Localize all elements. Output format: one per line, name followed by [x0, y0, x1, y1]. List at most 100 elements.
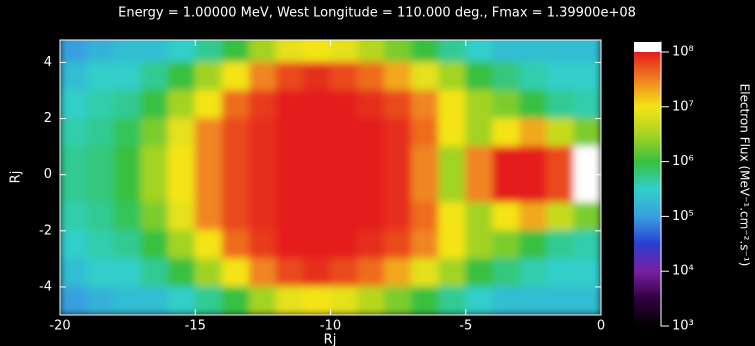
heatmap-cell — [221, 118, 250, 148]
heatmap-cell — [384, 118, 413, 148]
heatmap-cell — [113, 230, 142, 260]
heatmap-cell — [546, 90, 575, 120]
heatmap-cell — [248, 40, 277, 63]
heatmap-cell — [573, 202, 601, 232]
heatmap-cell — [573, 118, 601, 148]
heatmap-cell — [86, 230, 115, 260]
heatmap-cell — [221, 90, 250, 120]
heatmap-cell — [384, 40, 413, 63]
heatmap-cell — [546, 40, 575, 63]
heatmap-cell — [492, 286, 521, 315]
heatmap-cell — [194, 174, 223, 204]
heatmap-cell — [167, 61, 196, 92]
heatmap-cell — [384, 258, 413, 288]
heatmap-cell — [438, 118, 467, 148]
heatmap-cell — [384, 202, 413, 232]
heatmap-cell — [411, 40, 440, 63]
heatmap-cell — [113, 90, 142, 120]
colorbar-tick-label: 10⁶ — [672, 154, 694, 169]
heatmap-cell — [248, 230, 277, 260]
x-tick-label: -20 — [49, 319, 70, 334]
heatmap — [60, 40, 601, 315]
heatmap-cell — [465, 118, 494, 148]
heatmap-cell — [357, 286, 386, 315]
heatmap-cell — [492, 40, 521, 63]
heatmap-cell — [275, 90, 304, 120]
heatmap-cell — [140, 40, 169, 63]
heatmap-cell — [546, 286, 575, 315]
heatmap-cell — [492, 146, 521, 176]
heatmap-cell — [384, 286, 413, 315]
heatmap-cell — [384, 174, 413, 204]
heatmap-cell — [275, 40, 304, 63]
heatmap-cell — [275, 61, 304, 92]
heatmap-cell — [546, 202, 575, 232]
heatmap-cell — [113, 146, 142, 176]
heatmap-cell — [384, 146, 413, 176]
heatmap-cell — [302, 202, 331, 232]
heatmap-cell — [573, 61, 601, 92]
heatmap-cell — [330, 230, 359, 260]
colorbar-tick-label: 10³ — [672, 319, 694, 334]
heatmap-cell — [167, 286, 196, 315]
heatmap-cell — [519, 61, 548, 92]
heatmap-cell — [302, 118, 331, 148]
heatmap-cell — [546, 174, 575, 204]
heatmap-cell — [573, 258, 601, 288]
heatmap-cell — [438, 230, 467, 260]
heatmap-cell — [411, 286, 440, 315]
heatmap-cell — [411, 118, 440, 148]
heatmap-cell — [248, 258, 277, 288]
heatmap-cell — [140, 146, 169, 176]
heatmap-cell — [357, 146, 386, 176]
heatmap-cell — [60, 40, 88, 63]
heatmap-cell — [519, 202, 548, 232]
heatmap-cell — [86, 286, 115, 315]
heatmap-cell — [86, 61, 115, 92]
heatmap-cell — [194, 230, 223, 260]
heatmap-cell — [492, 90, 521, 120]
heatmap-cell — [86, 258, 115, 288]
heatmap-cell — [357, 174, 386, 204]
heatmap-cell — [519, 90, 548, 120]
heatmap-cell — [357, 90, 386, 120]
heatmap-cell — [140, 286, 169, 315]
heatmap-cell — [573, 230, 601, 260]
heatmap-cell — [411, 230, 440, 260]
colorbar-tick-label: 10⁷ — [672, 99, 694, 114]
colorbar-tick-label: 10⁴ — [672, 264, 694, 279]
heatmap-cell — [167, 90, 196, 120]
heatmap-cell — [113, 118, 142, 148]
heatmap-cell — [248, 118, 277, 148]
heatmap-cell — [86, 90, 115, 120]
heatmap-cell — [60, 230, 88, 260]
heatmap-cell — [492, 230, 521, 260]
heatmap-cell — [573, 90, 601, 120]
heatmap-cell — [411, 90, 440, 120]
heatmap-cell — [492, 174, 521, 204]
heatmap-cell — [438, 146, 467, 176]
heatmap-cell — [221, 174, 250, 204]
y-axis-label: Rj — [9, 171, 24, 184]
heatmap-cell — [465, 174, 494, 204]
heatmap-cell — [438, 90, 467, 120]
heatmap-cell — [221, 40, 250, 63]
heatmap-cell — [411, 258, 440, 288]
heatmap-cell — [519, 40, 548, 63]
heatmap-cell — [86, 146, 115, 176]
plot-area — [60, 40, 601, 315]
heatmap-cell — [86, 202, 115, 232]
heatmap-cell — [465, 230, 494, 260]
heatmap-cell — [330, 258, 359, 288]
heatmap-cell — [573, 146, 601, 176]
heatmap-cell — [194, 118, 223, 148]
heatmap-cell — [357, 258, 386, 288]
heatmap-cell — [519, 174, 548, 204]
heatmap-cell — [113, 286, 142, 315]
heatmap-cell — [248, 174, 277, 204]
heatmap-cell — [302, 286, 331, 315]
heatmap-cell — [573, 174, 601, 204]
heatmap-cell — [465, 90, 494, 120]
heatmap-cell — [519, 146, 548, 176]
y-tick-label: -2 — [39, 223, 52, 238]
